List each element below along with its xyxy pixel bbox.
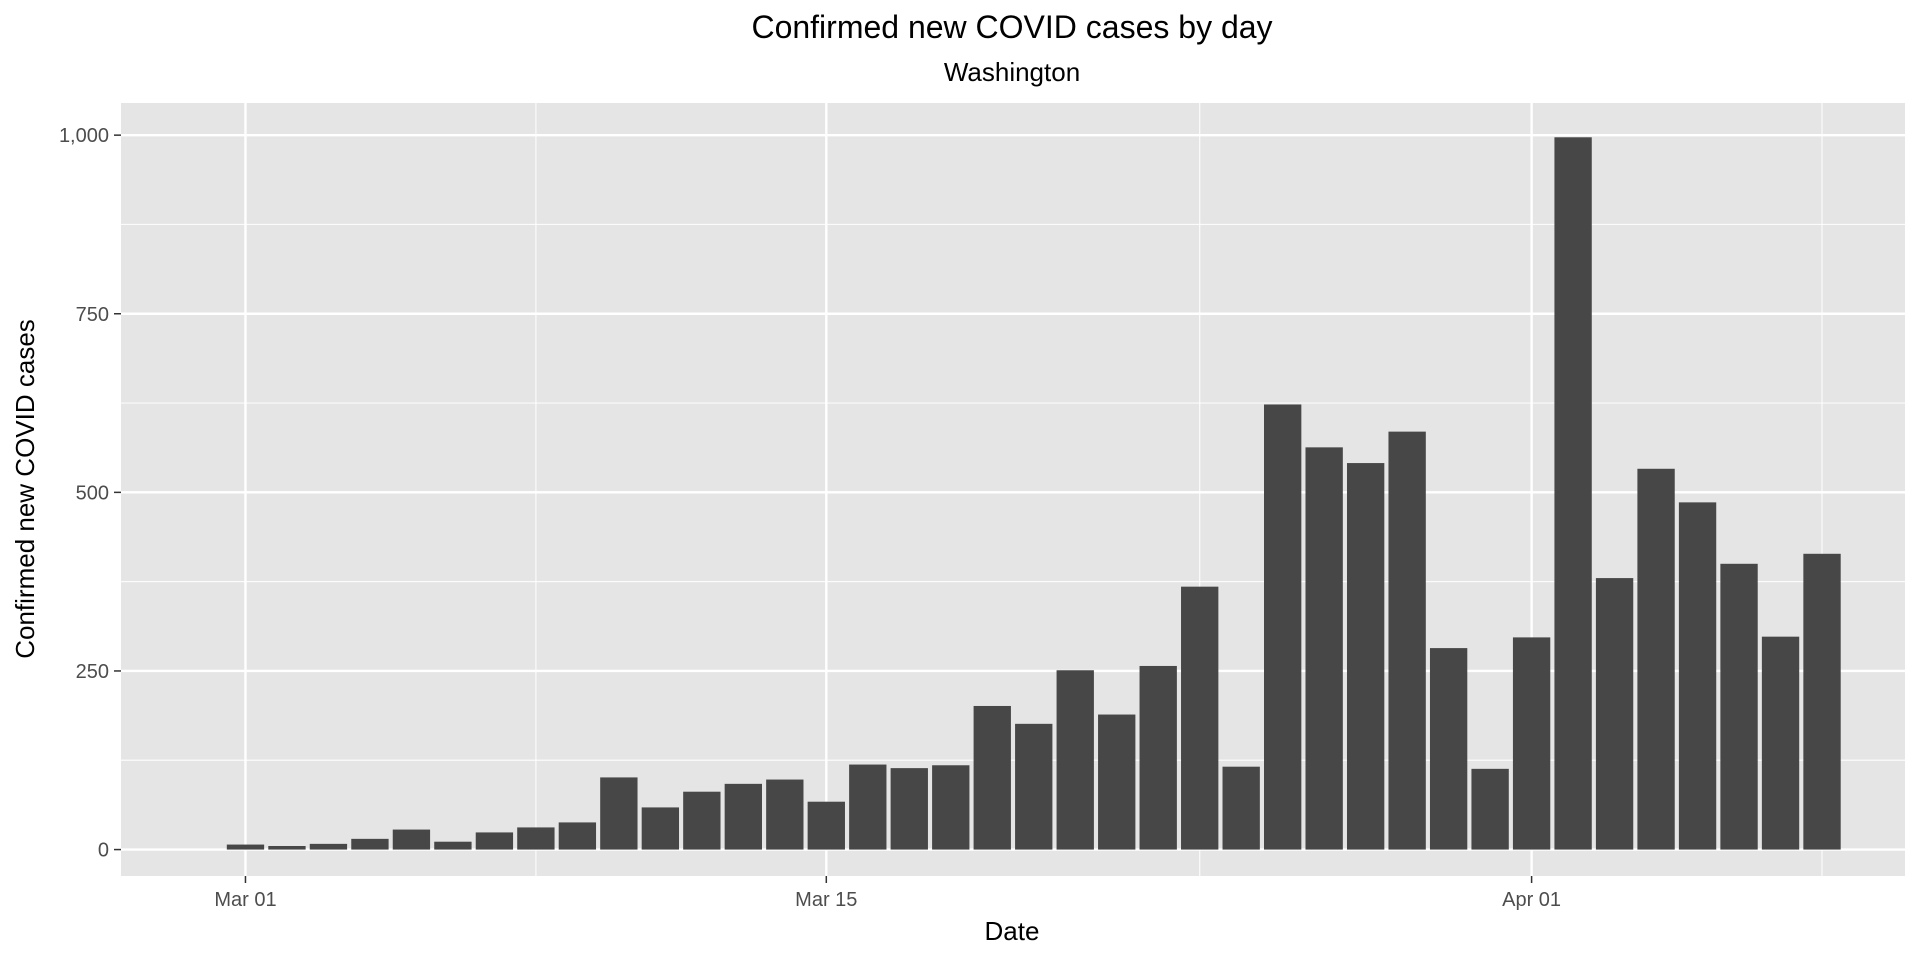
- bar: [724, 783, 762, 850]
- bar: [558, 822, 597, 850]
- bar: [890, 768, 928, 850]
- bar: [932, 765, 970, 850]
- bar: [1678, 502, 1717, 850]
- bar: [1471, 768, 1509, 850]
- bar: [641, 807, 680, 850]
- bar: [1720, 563, 1758, 850]
- bar: [1222, 766, 1260, 850]
- bar: [973, 705, 1011, 850]
- bar: [226, 844, 265, 850]
- bar: [392, 829, 431, 850]
- y-tick-label: 750: [76, 304, 109, 326]
- bar: [766, 779, 804, 850]
- bar: [309, 843, 348, 850]
- chart-subtitle: Washington: [944, 57, 1080, 87]
- bar: [1512, 637, 1551, 850]
- bar: [1637, 468, 1675, 850]
- bar: [517, 827, 555, 850]
- y-axis-title: Confirmed new COVID cases: [10, 319, 40, 659]
- bar: [1803, 553, 1841, 850]
- bar: [849, 764, 887, 850]
- y-tick-label: 250: [76, 661, 109, 683]
- x-tick-label: Apr 01: [1502, 889, 1561, 911]
- bar: [475, 832, 514, 850]
- bar: [600, 777, 638, 850]
- bar: [1305, 447, 1343, 850]
- chart-title: Confirmed new COVID cases by day: [751, 9, 1272, 45]
- x-axis-title: Date: [985, 916, 1040, 946]
- y-tick-label: 0: [98, 840, 109, 862]
- bar: [807, 801, 845, 850]
- x-tick-label: Mar 01: [214, 889, 276, 911]
- bar: [1139, 665, 1177, 850]
- bar: [1388, 431, 1426, 850]
- y-tick-label: 1,000: [59, 125, 109, 147]
- bar: [1181, 586, 1219, 850]
- y-axis: 0 250 500 750 1,000: [59, 125, 121, 862]
- bar: [1761, 636, 1800, 850]
- bar: [1595, 578, 1634, 850]
- bars: [226, 137, 1841, 850]
- bar: [1056, 670, 1094, 850]
- bar: [1554, 137, 1592, 850]
- x-tick-label: Mar 15: [795, 889, 857, 911]
- bar: [268, 845, 306, 850]
- y-tick-label: 500: [76, 482, 109, 504]
- bar: [1264, 404, 1302, 850]
- bar: [434, 841, 472, 850]
- bar: [683, 791, 721, 850]
- x-axis: Mar 01 Mar 15 Apr 01: [214, 876, 1561, 911]
- bar: [1429, 648, 1468, 850]
- bar: [1015, 723, 1053, 850]
- bar: [1098, 714, 1136, 850]
- bar: [351, 838, 389, 850]
- bar: [1346, 463, 1385, 850]
